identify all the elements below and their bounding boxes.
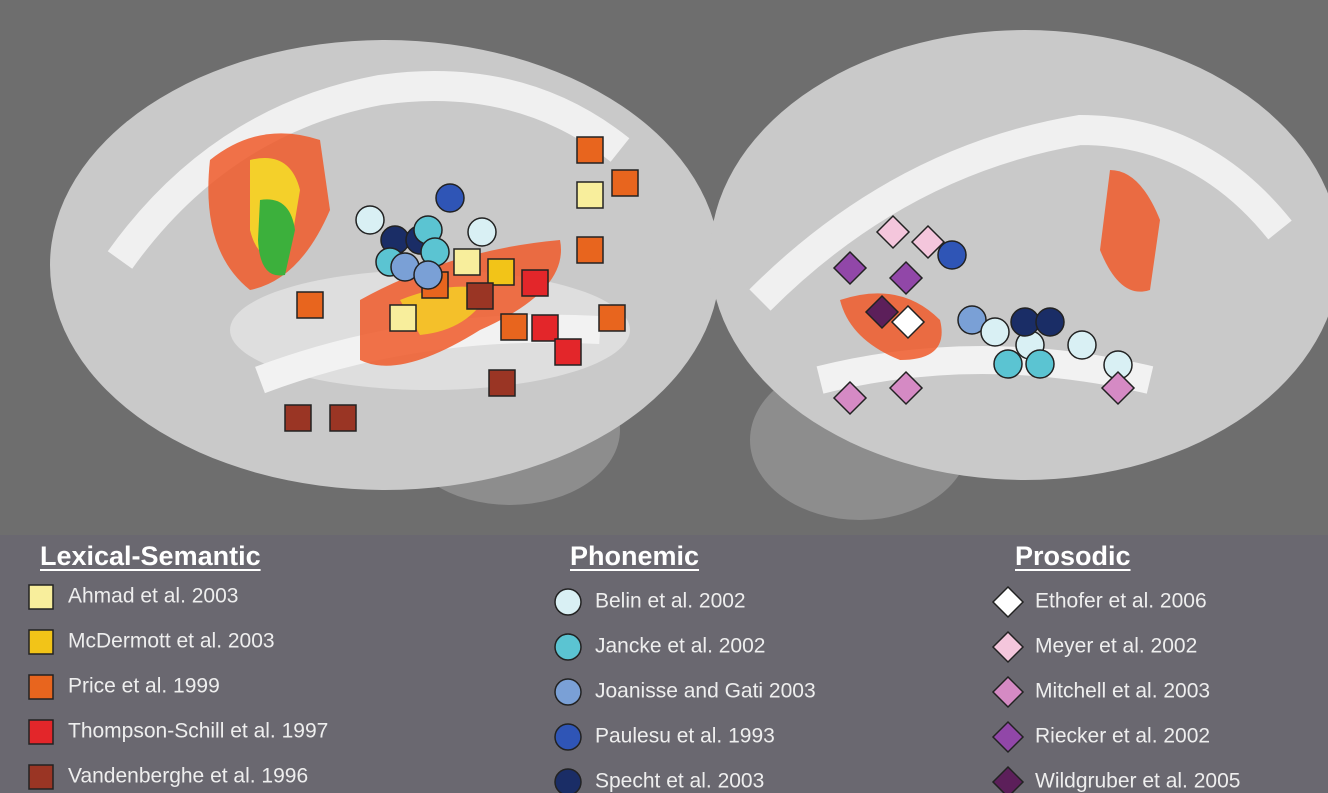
legend-label: Price et al. 1999 <box>68 675 220 698</box>
square-marker <box>454 249 480 275</box>
group-title: Prosodic <box>1015 541 1131 571</box>
square-marker <box>29 720 53 744</box>
square-marker <box>29 630 53 654</box>
square-marker <box>488 259 514 285</box>
circle-marker <box>1026 350 1054 378</box>
square-marker <box>297 292 323 318</box>
square-marker <box>330 405 356 431</box>
square-marker <box>577 182 603 208</box>
square-marker <box>390 305 416 331</box>
square-marker <box>577 137 603 163</box>
legend-label: Belin et al. 2002 <box>595 590 746 613</box>
circle-marker <box>1011 308 1039 336</box>
square-marker <box>532 315 558 341</box>
square-marker <box>285 405 311 431</box>
legend-label: McDermott et al. 2003 <box>68 630 275 653</box>
square-marker <box>467 283 493 309</box>
square-marker <box>29 765 53 789</box>
circle-marker <box>555 634 581 660</box>
legend-band <box>0 535 1328 793</box>
group-title: Phonemic <box>570 541 699 571</box>
figure: Lexical-Semantic Ahmad et al. 2003 McDermo… <box>0 0 1328 793</box>
legend-label: Wildgruber et al. 2005 <box>1035 770 1240 793</box>
square-marker <box>501 314 527 340</box>
legend-label: Thompson-Schill et al. 1997 <box>68 720 328 743</box>
circle-marker <box>555 769 581 793</box>
legend-label: Meyer et al. 2002 <box>1035 635 1197 658</box>
circle-marker <box>555 589 581 615</box>
circle-marker <box>414 261 442 289</box>
square-marker <box>489 370 515 396</box>
circle-marker <box>356 206 384 234</box>
square-marker <box>599 305 625 331</box>
circle-marker <box>436 184 464 212</box>
legend-label: Joanisse and Gati 2003 <box>595 680 816 703</box>
circle-marker <box>1068 331 1096 359</box>
legend-label: Specht et al. 2003 <box>595 770 764 793</box>
circle-marker <box>994 350 1022 378</box>
legend-label: Ahmad et al. 2003 <box>68 585 238 608</box>
circle-marker <box>468 218 496 246</box>
legend-label: Paulesu et al. 1993 <box>595 725 775 748</box>
circle-marker <box>555 724 581 750</box>
circle-marker <box>1036 308 1064 336</box>
circle-marker <box>555 679 581 705</box>
legend-label: Vandenberghe et al. 1996 <box>68 765 308 788</box>
square-marker <box>29 675 53 699</box>
square-marker <box>555 339 581 365</box>
legend-label: Riecker et al. 2002 <box>1035 725 1210 748</box>
square-marker <box>522 270 548 296</box>
group-title: Lexical-Semantic <box>40 541 261 571</box>
circle-marker <box>938 241 966 269</box>
square-marker <box>577 237 603 263</box>
square-marker <box>29 585 53 609</box>
legend-label: Jancke et al. 2002 <box>595 635 765 658</box>
circle-marker <box>981 318 1009 346</box>
square-marker <box>612 170 638 196</box>
legend-label: Ethofer et al. 2006 <box>1035 590 1207 613</box>
legend-label: Mitchell et al. 2003 <box>1035 680 1210 703</box>
